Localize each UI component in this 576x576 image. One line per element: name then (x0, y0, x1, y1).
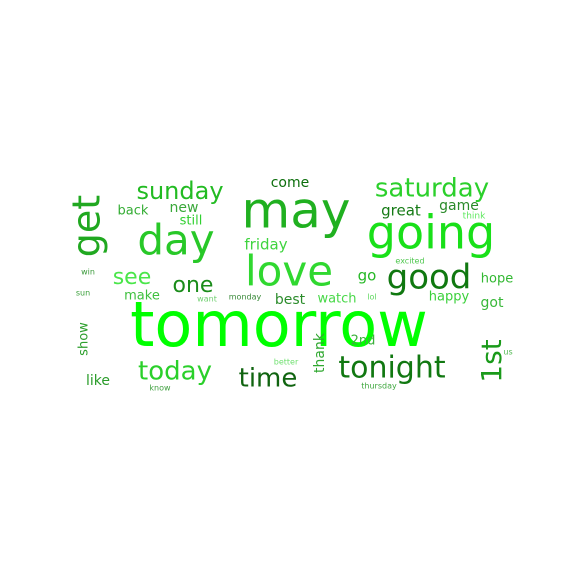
word-know: know (149, 384, 171, 393)
word-love: love (245, 247, 333, 296)
word-going: going (367, 206, 495, 260)
word-saturday: saturday (375, 174, 489, 204)
word-time: time (239, 364, 298, 394)
word-great: great (381, 202, 421, 220)
word-tomorrow: tomorrow (130, 288, 428, 361)
word-show: show (77, 322, 92, 356)
word-us: us (503, 348, 512, 357)
word-win: win (81, 268, 95, 277)
word-new: new (170, 200, 199, 216)
word-day: day (137, 216, 214, 265)
word-better: better (274, 358, 299, 367)
word-thank: thank (312, 332, 328, 373)
word-back: back (118, 204, 149, 219)
word-got: got (481, 295, 504, 311)
word-still: still (180, 214, 203, 229)
word-best: best (275, 292, 306, 308)
word-want: want (197, 295, 217, 304)
word-watch: watch (317, 292, 356, 307)
word-monday: monday (229, 293, 262, 302)
word-make: make (124, 289, 160, 304)
word-like: like (86, 373, 110, 389)
word-sunday: sunday (136, 177, 223, 205)
word-tonight: tonight (338, 351, 446, 386)
word-excited: excited (395, 257, 424, 266)
word-hope: hope (481, 272, 513, 287)
word-thursday: thursday (361, 382, 397, 391)
word-may: may (242, 182, 351, 240)
word-happy: happy (429, 290, 470, 305)
word-2nd: 2nd (351, 334, 376, 349)
word-sun: sun (76, 289, 90, 298)
word-get: get (65, 195, 109, 257)
word-1st: 1st (475, 339, 508, 382)
word-go: go (358, 267, 377, 285)
word-one: one (173, 273, 214, 298)
word-think: think (463, 212, 486, 222)
word-come: come (271, 175, 310, 191)
word-good: good (387, 258, 472, 298)
word-see: see (113, 265, 152, 290)
word-game: game (439, 198, 479, 214)
word-lol: lol (367, 293, 376, 302)
word-friday: friday (244, 236, 287, 254)
word-today: today (138, 357, 212, 387)
